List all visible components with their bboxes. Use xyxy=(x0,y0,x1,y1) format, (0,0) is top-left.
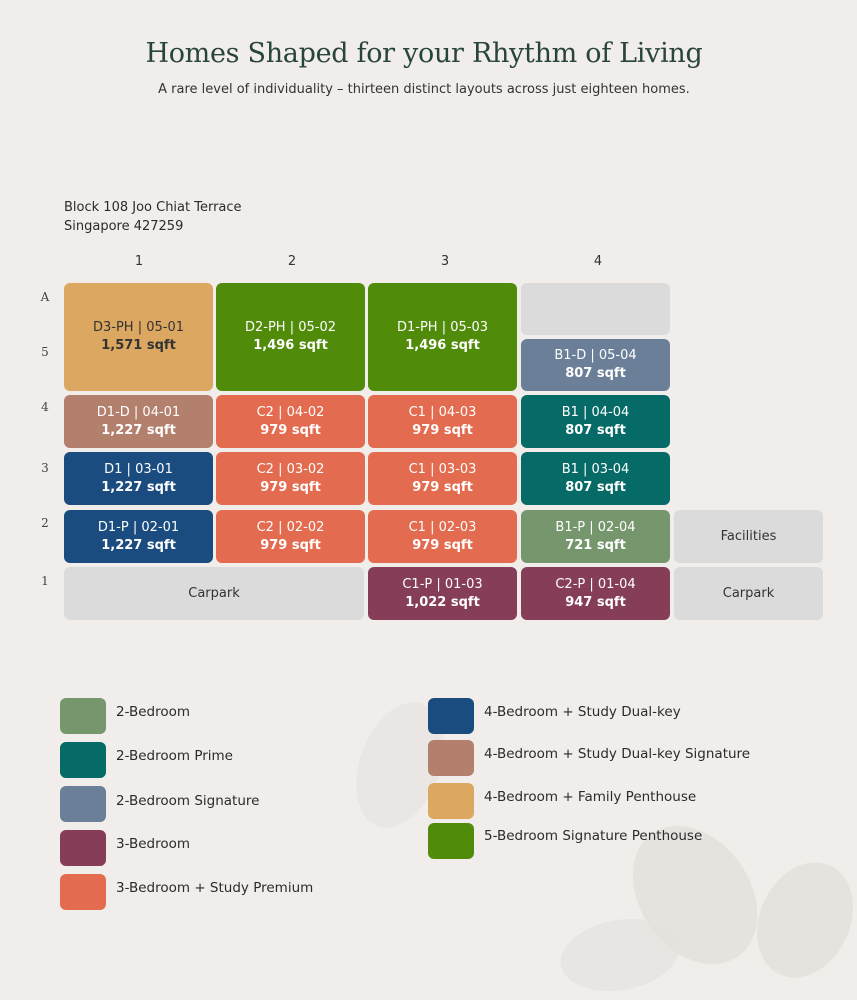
address-line-1: Block 108 Joo Chiat Terrace xyxy=(64,200,242,215)
carpark-cell: Carpark xyxy=(674,567,823,620)
unit-05-03[interactable]: D1-PH | 05-03 1,496 sqft xyxy=(368,283,517,391)
row-label-5: 5 xyxy=(41,345,49,359)
unit-label: C2 | 02-02 xyxy=(256,519,325,535)
unit-04-04[interactable]: B1 | 04-04 807 sqft xyxy=(521,395,670,448)
unit-label: D1 | 03-01 xyxy=(104,461,173,477)
unit-05-02[interactable]: D2-PH | 05-02 1,496 sqft xyxy=(216,283,365,391)
unit-01-03[interactable]: C1-P | 01-03 1,022 sqft xyxy=(368,567,517,620)
unit-label: C1 | 03-03 xyxy=(408,461,477,477)
unit-label: C2-P | 01-04 xyxy=(555,576,636,592)
page-subtitle: A rare level of individuality – thirteen… xyxy=(158,82,690,97)
legend-label-2-bedroom: 2-Bedroom xyxy=(116,704,191,720)
unit-label: B1 | 04-04 xyxy=(561,404,630,420)
carpark-label: Carpark xyxy=(722,585,775,601)
unit-size: 979 sqft xyxy=(260,422,321,438)
unit-02-01[interactable]: D1-P | 02-01 1,227 sqft xyxy=(64,510,213,563)
unit-label: C1-P | 01-03 xyxy=(402,576,483,592)
unit-label: D1-D | 04-01 xyxy=(96,404,181,420)
unit-04-03[interactable]: C1 | 04-03 979 sqft xyxy=(368,395,517,448)
column-label-2: 2 xyxy=(287,254,297,269)
unit-02-04[interactable]: B1-P | 02-04 721 sqft xyxy=(521,510,670,563)
column-label-3: 3 xyxy=(440,254,450,269)
row-label-4: 4 xyxy=(41,400,49,414)
row-label-A: A xyxy=(40,290,50,304)
unit-label: C2 | 04-02 xyxy=(256,404,325,420)
unit-label: B1 | 03-04 xyxy=(561,461,630,477)
unit-label: C1 | 04-03 xyxy=(408,404,477,420)
carpark-cell: Carpark xyxy=(64,567,364,620)
unit-label: C2 | 03-02 xyxy=(256,461,325,477)
roof-empty-cell xyxy=(521,283,670,335)
unit-02-02[interactable]: C2 | 02-02 979 sqft xyxy=(216,510,365,563)
unit-label: D3-PH | 05-01 xyxy=(92,320,184,335)
unit-size: 1,227 sqft xyxy=(101,537,176,553)
unit-size: 1,227 sqft xyxy=(101,479,176,495)
unit-size: 979 sqft xyxy=(412,422,473,438)
legend-label-4-bedroom-family-penthouse: 4-Bedroom + Family Penthouse xyxy=(484,789,697,805)
unit-label: C1 | 02-03 xyxy=(408,519,477,535)
page-title: Homes Shaped for your Rhythm of Living xyxy=(145,38,703,69)
unit-label: B1-D | 05-04 xyxy=(554,348,637,363)
unit-size: 1,571 sqft xyxy=(101,338,176,353)
legend-swatch-3-bedroom-study-premium xyxy=(60,874,106,910)
legend-swatch-4-bedroom-dual-key-signature xyxy=(428,740,474,776)
legend-swatch-4-bedroom-dual-key xyxy=(428,698,474,734)
legend-label-2-bedroom-signature: 2-Bedroom Signature xyxy=(116,793,260,809)
legend-label-4-bedroom-dual-key: 4-Bedroom + Study Dual-key xyxy=(484,704,681,720)
row-label-3: 3 xyxy=(41,461,49,475)
unit-02-03[interactable]: C1 | 02-03 979 sqft xyxy=(368,510,517,563)
row-label-2: 2 xyxy=(41,516,49,530)
unit-03-04[interactable]: B1 | 03-04 807 sqft xyxy=(521,452,670,505)
unit-size: 979 sqft xyxy=(260,479,321,495)
unit-size: 1,496 sqft xyxy=(405,338,480,353)
unit-03-03[interactable]: C1 | 03-03 979 sqft xyxy=(368,452,517,505)
column-label-4: 4 xyxy=(593,254,603,269)
legend-swatch-4-bedroom-family-penthouse xyxy=(428,783,474,819)
legend-label-5-bedroom-signature-penthouse: 5-Bedroom Signature Penthouse xyxy=(484,828,703,844)
block-address: Block 108 Joo Chiat Terrace Singapore 42… xyxy=(64,198,242,236)
row-label-1: 1 xyxy=(41,574,49,588)
unit-size: 1,496 sqft xyxy=(253,338,328,353)
unit-size: 1,227 sqft xyxy=(101,422,176,438)
unit-size: 979 sqft xyxy=(260,537,321,553)
unit-04-01[interactable]: D1-D | 04-01 1,227 sqft xyxy=(64,395,213,448)
unit-size: 721 sqft xyxy=(565,537,626,553)
unit-05-01[interactable]: D3-PH | 05-01 1,571 sqft xyxy=(64,283,213,391)
legend-swatch-3-bedroom xyxy=(60,830,106,866)
legend-label-2-bedroom-prime: 2-Bedroom Prime xyxy=(116,748,233,764)
facilities-label: Facilities xyxy=(720,528,777,544)
unit-label: D1-PH | 05-03 xyxy=(396,320,488,335)
unit-03-01[interactable]: D1 | 03-01 1,227 sqft xyxy=(64,452,213,505)
legend-label-4-bedroom-dual-key-signature: 4-Bedroom + Study Dual-key Signature xyxy=(484,746,751,762)
unit-label: B1-P | 02-04 xyxy=(555,519,636,535)
legend-label-3-bedroom: 3-Bedroom xyxy=(116,836,191,852)
unit-size: 947 sqft xyxy=(565,594,626,610)
unit-size: 807 sqft xyxy=(565,479,626,495)
legend-swatch-2-bedroom xyxy=(60,698,106,734)
legend-swatch-2-bedroom-prime xyxy=(60,742,106,778)
legend-swatch-5-bedroom-signature-penthouse xyxy=(428,823,474,859)
unit-size: 1,022 sqft xyxy=(405,594,480,610)
unit-05-04[interactable]: B1-D | 05-04 807 sqft xyxy=(521,339,670,391)
unit-size: 807 sqft xyxy=(565,366,626,381)
unit-label: D1-P | 02-01 xyxy=(97,519,180,535)
unit-size: 979 sqft xyxy=(412,479,473,495)
facilities-cell: Facilities xyxy=(674,510,823,563)
column-label-1: 1 xyxy=(134,254,144,269)
unit-size: 979 sqft xyxy=(412,537,473,553)
address-line-2: Singapore 427259 xyxy=(64,219,184,234)
unit-size: 807 sqft xyxy=(565,422,626,438)
legend-label-3-bedroom-study-premium: 3-Bedroom + Study Premium xyxy=(116,880,314,896)
carpark-label: Carpark xyxy=(188,585,240,601)
unit-label: D2-PH | 05-02 xyxy=(244,320,336,335)
unit-03-02[interactable]: C2 | 03-02 979 sqft xyxy=(216,452,365,505)
unit-04-02[interactable]: C2 | 04-02 979 sqft xyxy=(216,395,365,448)
unit-01-04[interactable]: C2-P | 01-04 947 sqft xyxy=(521,567,670,620)
legend-swatch-2-bedroom-signature xyxy=(60,786,106,822)
